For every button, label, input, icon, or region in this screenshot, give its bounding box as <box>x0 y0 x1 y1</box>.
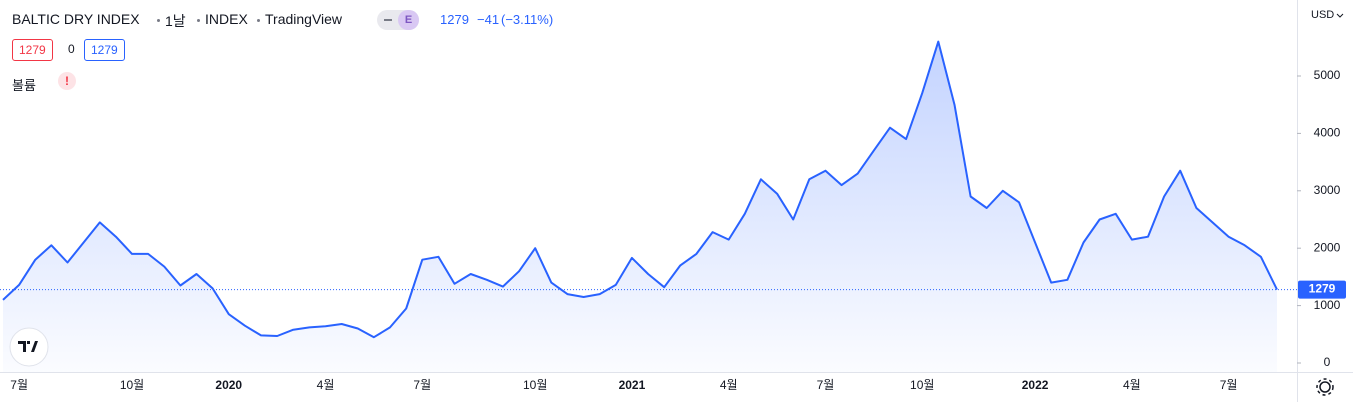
separator <box>197 19 200 22</box>
volume-label: 볼륨 <box>12 78 36 93</box>
separator <box>257 19 260 22</box>
x-tick-label: 10월 <box>910 378 934 392</box>
x-tick-label: 4월 <box>1123 378 1141 392</box>
x-tick-label: 10월 <box>120 378 144 392</box>
last-price-label: 1279 <box>1309 282 1336 296</box>
warning-icon[interactable]: ! <box>58 72 76 90</box>
x-tick-label: 7월 <box>1220 378 1238 392</box>
price-line <box>2 40 1278 339</box>
y-tick-label: 0 <box>1324 355 1331 369</box>
sell-price[interactable]: 1279 <box>12 39 53 61</box>
buy-price[interactable]: 1279 <box>84 39 125 61</box>
y-tick-label: 1000 <box>1314 298 1341 312</box>
x-tick-label: 4월 <box>720 378 738 392</box>
y-tick-label: 2000 <box>1314 240 1341 254</box>
pill[interactable]: E <box>377 10 419 30</box>
x-tick-label: 4월 <box>317 378 335 392</box>
y-tick-label: 4000 <box>1314 126 1341 140</box>
change: −41 <box>477 12 500 27</box>
last-price: 1279 <box>440 12 469 27</box>
earnings-badge[interactable]: E <box>398 10 419 30</box>
settings-icon[interactable] <box>1316 378 1334 396</box>
x-tick-label: 10월 <box>523 378 547 392</box>
x-tick-label: 2020 <box>215 378 242 392</box>
spread: 0 <box>68 42 75 56</box>
symbol: BALTIC DRY INDEX <box>12 11 140 27</box>
interval: 1날 <box>165 13 186 29</box>
separator <box>157 19 160 22</box>
x-tick-label: 2021 <box>619 378 646 392</box>
y-tick-label: 5000 <box>1314 68 1341 82</box>
y-tick-label: 3000 <box>1314 183 1341 197</box>
currency[interactable]: USD <box>1311 9 1335 21</box>
change-percent: (−3.11%) <box>501 12 554 27</box>
x-tick-label: 7월 <box>413 378 431 392</box>
last-price-box <box>1298 280 1346 299</box>
exchange: INDEX <box>205 11 248 27</box>
x-tick-label: 7월 <box>10 378 28 392</box>
tradingview-logo <box>9 327 49 367</box>
x-tick-label: 7월 <box>817 378 835 392</box>
area-fill <box>3 41 1277 372</box>
x-tick-label: 2022 <box>1022 378 1049 392</box>
source: TradingView <box>265 11 343 27</box>
